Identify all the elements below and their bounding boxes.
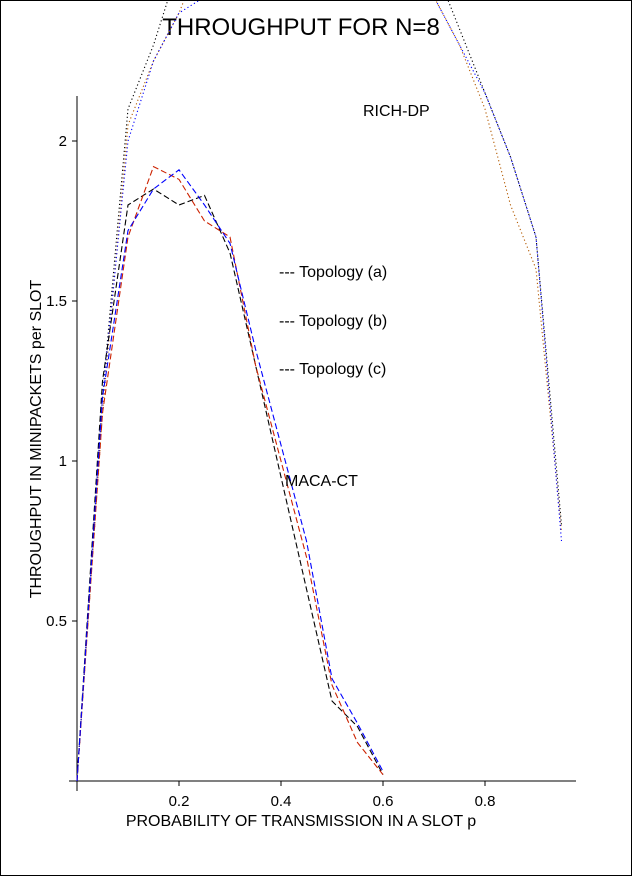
ticks-group: 0.20.40.60.80.511.522.5 bbox=[46, 133, 496, 810]
annotation-maca-ct: MACA-CT bbox=[285, 473, 358, 490]
legend-entry-c: --- Topology (c) bbox=[279, 361, 386, 378]
y-tick-label: 1 bbox=[59, 453, 67, 470]
series-line-maca-ct-topology-a bbox=[76, 188, 384, 782]
legend-entry-b: --- Topology (b) bbox=[279, 313, 387, 330]
series-group bbox=[76, 1, 563, 782]
chart-title: THROUGHPUT FOR N=8 bbox=[162, 14, 440, 41]
series-line-maca-ct-topology-b bbox=[76, 165, 384, 782]
y-tick-label: 0.5 bbox=[46, 613, 67, 630]
annotation-rich-dp: RICH-DP bbox=[363, 103, 430, 120]
x-tick-label: 0.2 bbox=[169, 793, 190, 810]
legend-entry-a: --- Topology (a) bbox=[279, 264, 387, 281]
series-line-maca-ct-topology-c bbox=[76, 169, 384, 782]
series-line-rich-dp-topology-c bbox=[76, 1, 563, 782]
x-tick-label: 0.4 bbox=[271, 793, 292, 810]
x-tick-label: 0.8 bbox=[475, 793, 496, 810]
series-line-rich-dp-topology-b bbox=[76, 1, 563, 782]
y-tick-label: 2 bbox=[59, 133, 67, 150]
y-tick-label: 1.5 bbox=[46, 293, 67, 310]
x-axis-label: PROBABILITY OF TRANSMISSION IN A SLOT p bbox=[126, 813, 476, 830]
y-axis-label: THROUGHPUT IN MINIPACKETS per SLOT bbox=[28, 279, 45, 598]
series-line-rich-dp-topology-a bbox=[76, 1, 563, 782]
x-tick-label: 0.6 bbox=[373, 793, 394, 810]
